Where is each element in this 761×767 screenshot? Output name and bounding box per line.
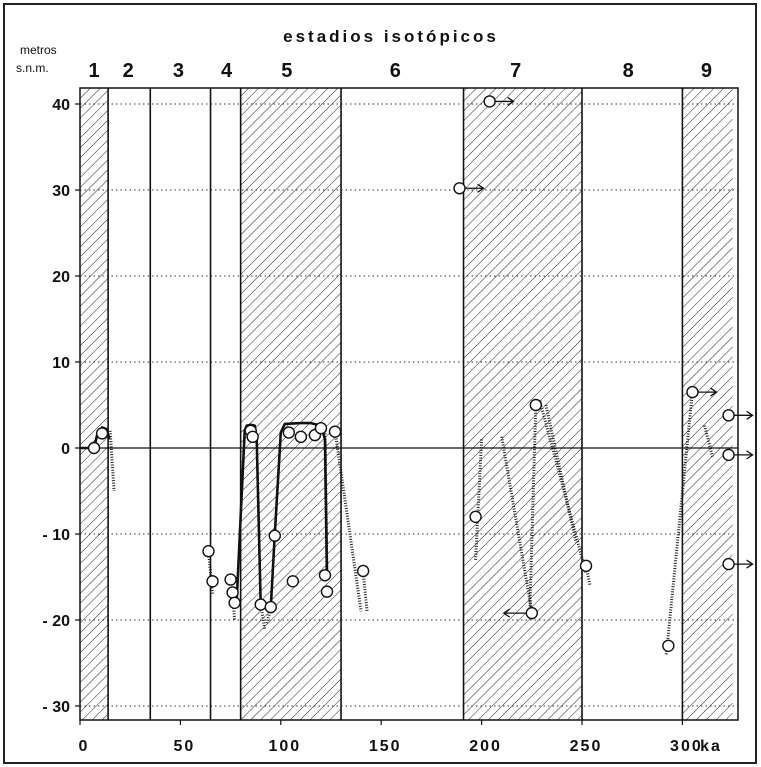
data-point	[254, 598, 267, 611]
uncertainty-bar	[528, 404, 538, 612]
stage-label: 3	[173, 60, 184, 82]
y-axis-label-line2: s.n.m.	[16, 61, 49, 75]
data-point	[282, 426, 296, 439]
stage-label: 6	[390, 60, 401, 82]
hatched-stage-band	[463, 88, 582, 720]
uncertainty-bar	[108, 430, 116, 492]
y-tick-label: - 30	[42, 699, 70, 716]
x-tick-label: 0	[79, 738, 90, 755]
plot-frame	[79, 87, 739, 721]
data-point	[95, 427, 109, 440]
x-tick-label: 150	[369, 738, 402, 755]
data-points	[87, 95, 735, 652]
y-tick-label: 40	[52, 97, 70, 114]
y-tick-label: 0	[61, 441, 70, 458]
uncertainty-bar	[207, 551, 214, 595]
stage-label: 7	[510, 60, 521, 82]
stage-boundaries	[107, 88, 684, 720]
x-tick-label: 50	[174, 738, 196, 755]
data-point	[328, 425, 342, 438]
hatched-stage-bands	[80, 88, 733, 720]
stage-labels: 1 2 3 4 5 6 7 8 9	[88, 60, 712, 82]
x-tick-label: 100	[268, 738, 301, 755]
uncertainty-bar	[361, 570, 369, 612]
data-point	[318, 569, 332, 582]
data-point	[662, 639, 675, 652]
x-axis-unit: ka	[700, 738, 722, 755]
y-tick-label: - 20	[42, 613, 70, 630]
outer-frame	[3, 3, 757, 764]
data-point	[314, 422, 328, 435]
stage-label: 5	[281, 60, 292, 82]
data-point	[529, 398, 543, 412]
data-point	[228, 596, 241, 609]
gridlines	[80, 103, 738, 707]
hatched-stage-band	[80, 88, 109, 720]
data-point	[525, 606, 538, 620]
plot-area	[80, 88, 738, 720]
stage-label: 8	[623, 60, 634, 82]
data-point	[483, 95, 496, 108]
uncertainty-bar	[500, 436, 534, 612]
y-axis-label-line1: metros	[20, 43, 57, 57]
data-point	[246, 430, 259, 444]
data-point	[579, 559, 593, 573]
y-tick-label: 10	[52, 355, 70, 372]
data-point	[722, 448, 735, 462]
uncertainty-bars	[108, 391, 714, 655]
data-point	[686, 385, 699, 399]
y-tick-label: 30	[52, 183, 70, 200]
data-point	[202, 545, 215, 558]
stage-label: 2	[123, 60, 134, 82]
data-point	[320, 585, 334, 598]
chart-title: estadios isotópicos	[283, 27, 499, 46]
data-point	[356, 564, 370, 578]
data-point	[469, 510, 482, 523]
direction-arrow	[502, 608, 526, 618]
uncertainty-bar	[474, 439, 484, 560]
stage-label: 4	[221, 60, 233, 82]
data-point	[722, 557, 735, 571]
y-tick-label: 20	[52, 269, 70, 286]
stage-label: 9	[701, 60, 712, 82]
data-point	[294, 430, 308, 444]
data-point	[453, 182, 466, 195]
data-point	[268, 529, 281, 542]
y-tick-label: - 10	[42, 527, 70, 544]
data-point	[226, 586, 239, 599]
x-tick-label: 200	[469, 738, 502, 755]
uncertainty-bar	[544, 404, 578, 543]
stage-label: 1	[88, 60, 99, 82]
uncertainty-bar	[333, 430, 363, 612]
hatched-stage-band	[682, 88, 733, 720]
data-point	[722, 409, 735, 422]
data-point	[206, 575, 219, 588]
x-tick-label: 300	[670, 738, 703, 755]
y-axis-ticks: 40 30 20 10 0 - 10 - 20 - 30	[42, 97, 80, 716]
uncertainty-bar	[703, 425, 714, 457]
data-point	[224, 573, 237, 586]
data-point	[286, 575, 300, 588]
hatched-stage-band	[240, 88, 342, 720]
data-point	[87, 441, 101, 455]
x-tick-label: 250	[570, 738, 603, 755]
data-point	[264, 600, 277, 614]
x-axis-ticks: 0 50 100 150 200 250 300	[79, 720, 703, 755]
